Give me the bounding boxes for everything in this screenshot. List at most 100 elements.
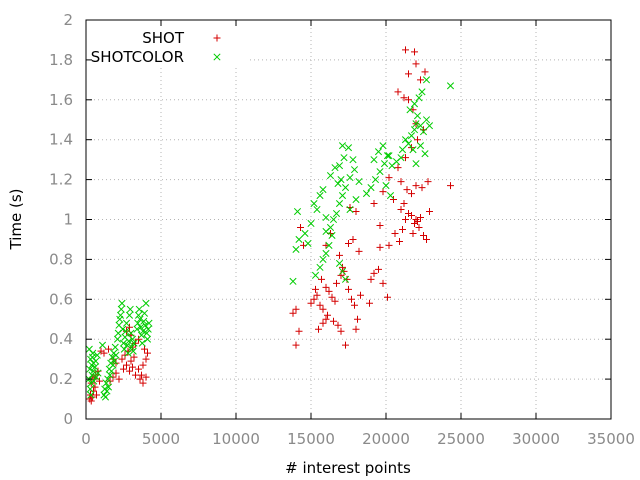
data-point [394, 88, 402, 96]
data-point [98, 341, 107, 349]
data-point [379, 279, 387, 287]
y-axis-label: Time (s) [7, 189, 25, 251]
data-point [119, 325, 127, 333]
data-point [128, 343, 136, 351]
data-point [335, 199, 344, 208]
data-point [143, 335, 152, 343]
data-point [350, 166, 359, 174]
data-point [127, 329, 135, 337]
data-point [346, 174, 354, 182]
data-point [124, 349, 132, 357]
data-point [371, 176, 380, 184]
x-tick-label: 20000 [362, 430, 410, 448]
data-point [90, 387, 97, 395]
data-point [349, 235, 357, 243]
data-point [383, 152, 392, 160]
data-point [352, 325, 360, 333]
data-point [352, 195, 360, 204]
data-point [316, 192, 324, 200]
data-point [138, 371, 145, 379]
data-point [354, 315, 361, 323]
data-point [325, 287, 333, 295]
data-point [141, 345, 148, 353]
data-point [141, 321, 149, 329]
data-point [362, 190, 371, 198]
legend-label-shot: SHOT [142, 29, 185, 47]
data-point [104, 375, 112, 383]
data-point [307, 299, 315, 307]
data-point [415, 223, 423, 231]
data-point [101, 393, 110, 401]
data-point [334, 321, 342, 329]
data-point [135, 365, 142, 373]
data-point [390, 196, 397, 204]
data-point [117, 305, 125, 313]
data-point [397, 206, 405, 214]
data-point [408, 212, 415, 220]
data-point [402, 154, 409, 162]
data-point [345, 285, 352, 293]
data-point [85, 345, 93, 353]
x-tick-label: 25000 [437, 430, 485, 448]
y-tick-label: 0.4 [49, 330, 73, 348]
data-point [322, 249, 330, 257]
data-point [295, 327, 303, 335]
data-point [402, 216, 409, 223]
data-point [415, 94, 423, 102]
series-shotcolor [85, 76, 455, 401]
data-point [400, 200, 408, 208]
data-point [374, 148, 383, 156]
data-point [424, 178, 432, 186]
data-point [86, 365, 94, 373]
data-point [113, 335, 122, 343]
data-point [413, 112, 422, 120]
data-point [370, 269, 378, 277]
data-point [123, 361, 130, 369]
data-point [425, 122, 434, 130]
data-point [328, 293, 336, 301]
data-point [335, 259, 344, 267]
data-point [410, 100, 419, 108]
data-point [322, 213, 330, 222]
legend-marker-symbol [213, 53, 221, 61]
data-point [421, 150, 429, 158]
data-point [325, 241, 333, 249]
data-point [357, 291, 364, 299]
data-point [111, 343, 119, 351]
data-point [344, 144, 353, 152]
data-point [417, 76, 424, 84]
data-point [106, 371, 114, 379]
data-point [292, 341, 300, 349]
legend-marker-shotcolor [213, 53, 221, 61]
data-point [135, 305, 143, 313]
data-point [88, 371, 96, 379]
data-point [367, 275, 375, 283]
y-tick-label: 1 [63, 211, 73, 229]
data-point [122, 319, 131, 327]
data-point [419, 128, 428, 136]
x-tick-label: 30000 [512, 430, 560, 448]
data-point [92, 373, 101, 381]
data-point [304, 239, 312, 247]
data-point [136, 375, 144, 383]
data-point [416, 122, 425, 130]
data-point [125, 311, 134, 319]
data-point [126, 367, 133, 375]
data-point [127, 357, 135, 365]
data-point [134, 319, 142, 327]
data-point [412, 60, 420, 68]
data-point [142, 355, 150, 363]
data-point [338, 192, 347, 200]
data-point [380, 160, 389, 168]
data-point [412, 120, 420, 128]
data-point [340, 267, 348, 275]
data-point [404, 140, 413, 148]
data-point [319, 186, 327, 194]
data-point [342, 341, 349, 349]
data-point [348, 295, 355, 303]
data-point [295, 235, 303, 244]
data-point [110, 357, 119, 365]
data-point [143, 329, 151, 337]
data-point [125, 337, 133, 345]
data-point [351, 301, 358, 309]
